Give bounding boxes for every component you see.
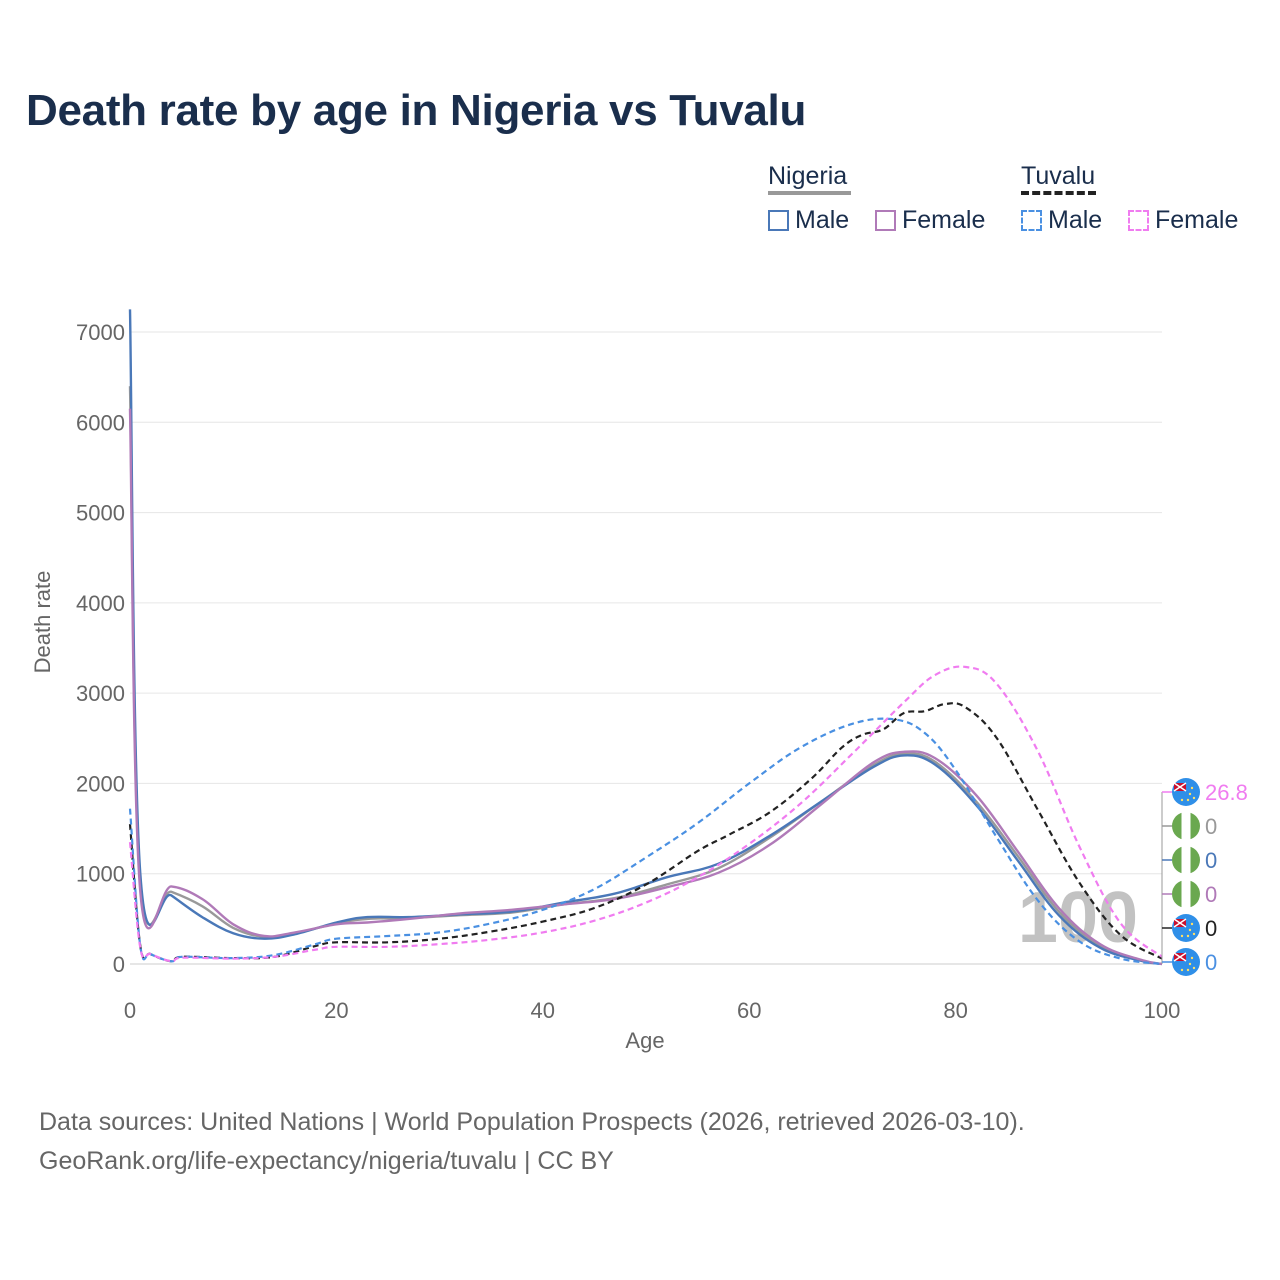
end-label-value: 0 <box>1205 950 1217 975</box>
end-labels: 26.8 0 0 0 0 0 <box>1161 778 1248 976</box>
end-label-value: 0 <box>1205 916 1217 941</box>
x-tick-label: 20 <box>324 998 348 1023</box>
tuvalu-flag-star <box>1186 934 1190 938</box>
series-group <box>128 309 1163 966</box>
series-line-1[interactable] <box>128 309 1163 966</box>
tuvalu-flag-star <box>1188 962 1192 966</box>
legend-item-nigeria-male[interactable]: Male <box>768 206 849 235</box>
legend-item-label: Female <box>1155 206 1239 234</box>
series-line-0[interactable] <box>128 386 1163 966</box>
legend-group-label: Nigeria <box>768 162 848 190</box>
legend-group-nigeria[interactable]: Nigeria <box>768 162 851 195</box>
tuvalu-flag-icon <box>1172 948 1200 976</box>
tuvalu-flag-star <box>1192 932 1196 936</box>
nigeria-flag-band <box>1181 812 1191 840</box>
y-tick-label: 6000 <box>76 410 125 435</box>
tuvalu-flag-cross <box>1173 918 1187 928</box>
tuvalu-flag-star <box>1190 786 1194 790</box>
tuvalu-flag-star <box>1188 928 1192 932</box>
legend-item-label: Female <box>902 206 986 234</box>
grid <box>130 331 1162 965</box>
tuvalu-flag-star <box>1180 934 1184 938</box>
series-line-5[interactable] <box>128 665 1163 963</box>
footer-credit[interactable]: GeoRank.org/life-expectancy/nigeria/tuva… <box>39 1147 614 1175</box>
legend-item-label: Male <box>1048 206 1103 234</box>
series-line-4[interactable] <box>128 717 1163 966</box>
tuvalu-flag-cross <box>1173 952 1187 962</box>
x-tick-label: 80 <box>943 998 967 1023</box>
x-tick-label: 60 <box>737 998 761 1023</box>
legend-swatch <box>1021 210 1042 231</box>
tuvalu-flag-star <box>1180 798 1184 802</box>
tuvalu-flag-star <box>1186 968 1190 972</box>
legend-item-label: Male <box>795 206 850 234</box>
end-label-value: 26.8 <box>1205 780 1248 805</box>
tuvalu-flag-star <box>1186 798 1190 802</box>
age-watermark: 100 <box>1018 878 1138 958</box>
legend-group-tuvalu[interactable]: Tuvalu <box>1021 162 1096 195</box>
chart-title: Death rate by age in Nigeria vs Tuvalu <box>26 86 807 135</box>
y-tick-label: 0 <box>113 952 125 977</box>
tuvalu-flag-icon <box>1172 778 1200 806</box>
x-axis-label: Age <box>625 1028 664 1053</box>
end-label-value: 0 <box>1205 814 1217 839</box>
tuvalu-flag-star <box>1188 792 1192 796</box>
footer-sources: Data sources: United Nations | World Pop… <box>39 1108 1025 1136</box>
legend-swatch <box>768 210 789 231</box>
legend-swatch <box>1128 210 1149 231</box>
y-tick-label: 4000 <box>76 591 125 616</box>
x-tick-label: 100 <box>1144 998 1181 1023</box>
y-tick-label: 3000 <box>76 681 125 706</box>
x-tick-label: 40 <box>531 998 555 1023</box>
end-label-value: 0 <box>1205 882 1217 907</box>
x-tick-label: 0 <box>124 998 136 1023</box>
legend-item-tuvalu-male[interactable]: Male <box>1021 206 1102 235</box>
tuvalu-flag-star <box>1180 968 1184 972</box>
tuvalu-flag-star <box>1190 922 1194 926</box>
y-tick-label: 7000 <box>76 320 125 345</box>
legend-group-line <box>1021 191 1096 195</box>
nigeria-flag-band <box>1181 846 1191 874</box>
nigeria-flag-band <box>1181 880 1191 908</box>
y-tick-label: 1000 <box>76 862 125 887</box>
legend-group-line <box>768 191 851 195</box>
y-tick-label: 2000 <box>76 771 125 796</box>
series-line-3[interactable] <box>128 702 1163 963</box>
tuvalu-flag-icon <box>1172 914 1200 942</box>
legend-item-nigeria-female[interactable]: Female <box>875 206 985 235</box>
legend-swatch <box>875 210 896 231</box>
tuvalu-flag-star <box>1190 956 1194 960</box>
legend-group-label: Tuvalu <box>1021 162 1096 190</box>
tuvalu-flag-star <box>1192 796 1196 800</box>
series-line-2[interactable] <box>128 408 1163 966</box>
tuvalu-flag-cross <box>1173 782 1187 792</box>
y-tick-label: 5000 <box>76 501 125 526</box>
y-axis-label: Death rate <box>30 571 55 674</box>
legend-item-tuvalu-female[interactable]: Female <box>1128 206 1238 235</box>
tuvalu-flag-star <box>1192 966 1196 970</box>
end-label-value: 0 <box>1205 848 1217 873</box>
axes: 0 1000 2000 3000 4000 5000 6000 7000 0 20 40 60 80 10… <box>76 320 1180 1023</box>
